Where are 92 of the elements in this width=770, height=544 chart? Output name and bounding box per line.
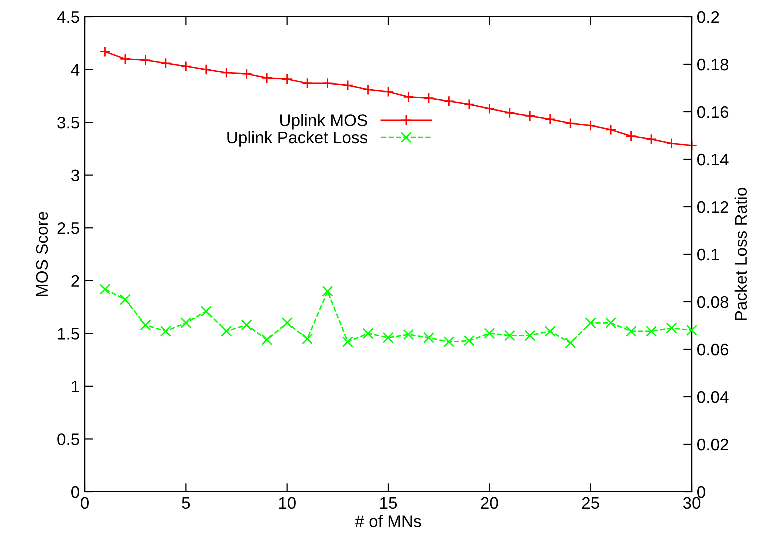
x-tick-label: 10 xyxy=(279,497,296,510)
x-tick-label: 5 xyxy=(182,497,190,510)
point xyxy=(200,306,212,318)
x-tick-label: 0 xyxy=(81,497,89,510)
point xyxy=(524,330,536,342)
point xyxy=(140,320,152,331)
point xyxy=(362,328,374,340)
point xyxy=(626,130,637,142)
point xyxy=(221,67,232,78)
y2-tick-label: 0.16 xyxy=(698,106,729,118)
point xyxy=(686,324,698,336)
x-tick-label: 30 xyxy=(683,497,701,510)
point xyxy=(565,118,576,130)
point xyxy=(160,58,172,69)
point xyxy=(646,134,658,145)
y-tick-label: 0.5 xyxy=(58,434,80,446)
point xyxy=(403,329,414,340)
point xyxy=(423,332,435,344)
point xyxy=(180,61,192,72)
point xyxy=(200,64,212,76)
y2-tick-label: 0.18 xyxy=(698,58,729,71)
y2-tick-label: 0.12 xyxy=(698,201,728,214)
point xyxy=(342,336,354,348)
point xyxy=(241,320,252,331)
point xyxy=(140,54,152,66)
y-tick-label: 3.5 xyxy=(58,116,80,129)
y2-tick-label: 0 xyxy=(698,486,706,498)
y-tick-label: 4.5 xyxy=(57,12,80,24)
x-tick-label: 15 xyxy=(380,497,398,510)
point xyxy=(302,78,314,90)
point xyxy=(444,336,455,348)
point xyxy=(565,338,576,349)
y-axis-title: MOS Score xyxy=(36,212,48,296)
point xyxy=(282,74,293,85)
point xyxy=(464,99,475,110)
y-tick-label: 1.5 xyxy=(58,328,80,340)
point xyxy=(382,86,394,98)
point xyxy=(606,318,617,329)
point xyxy=(484,103,496,114)
y2-tick-label: 0.08 xyxy=(698,296,729,308)
x-tick-label: 25 xyxy=(582,497,600,510)
point xyxy=(282,318,293,329)
point xyxy=(444,96,455,107)
point xyxy=(241,68,252,80)
y2-tick-label: 0.2 xyxy=(698,11,720,24)
point xyxy=(180,318,192,329)
legend-label: Uplink Packet Loss xyxy=(228,131,368,147)
point xyxy=(120,54,132,65)
point xyxy=(585,318,596,329)
point xyxy=(120,294,132,306)
point xyxy=(544,114,556,125)
point xyxy=(262,334,273,346)
legend-label: Uplink MOS xyxy=(280,114,368,130)
point xyxy=(322,78,334,90)
point xyxy=(504,330,516,342)
point xyxy=(362,84,374,96)
y-tick-label: 4 xyxy=(71,64,80,76)
y2-tick-label: 0.1 xyxy=(698,248,720,261)
point xyxy=(423,92,435,104)
y2-tick-label: 0.02 xyxy=(698,438,728,451)
y-tick-label: 3 xyxy=(72,170,80,182)
point xyxy=(382,332,394,344)
point xyxy=(544,326,556,338)
point xyxy=(221,326,232,338)
point xyxy=(464,335,475,347)
point xyxy=(160,326,172,338)
point xyxy=(504,108,516,119)
point xyxy=(262,72,273,84)
y-tick-label: 1 xyxy=(72,381,80,392)
x-tick-label: 20 xyxy=(481,497,498,510)
point xyxy=(666,322,678,334)
point xyxy=(585,120,596,132)
y-tick-label: 2 xyxy=(72,275,80,287)
point xyxy=(646,326,658,338)
y-tick-label: 0 xyxy=(72,486,80,498)
point xyxy=(100,284,111,295)
point xyxy=(322,286,334,298)
point xyxy=(524,110,536,122)
point xyxy=(626,326,637,338)
y2-tick-label: 0.06 xyxy=(698,344,729,356)
point xyxy=(302,333,314,345)
point xyxy=(100,46,111,58)
point xyxy=(484,328,496,340)
y2-tick-label: 0.14 xyxy=(698,154,729,166)
y-tick-label: 2.5 xyxy=(58,222,80,234)
point xyxy=(666,138,678,150)
point xyxy=(342,80,354,92)
point xyxy=(403,92,414,103)
point xyxy=(606,124,617,136)
y2-tick-label: 0.04 xyxy=(698,391,729,404)
x-axis-title: # of MNs xyxy=(355,515,422,528)
y2-axis-title: Packet Loss Ratio xyxy=(734,188,748,320)
